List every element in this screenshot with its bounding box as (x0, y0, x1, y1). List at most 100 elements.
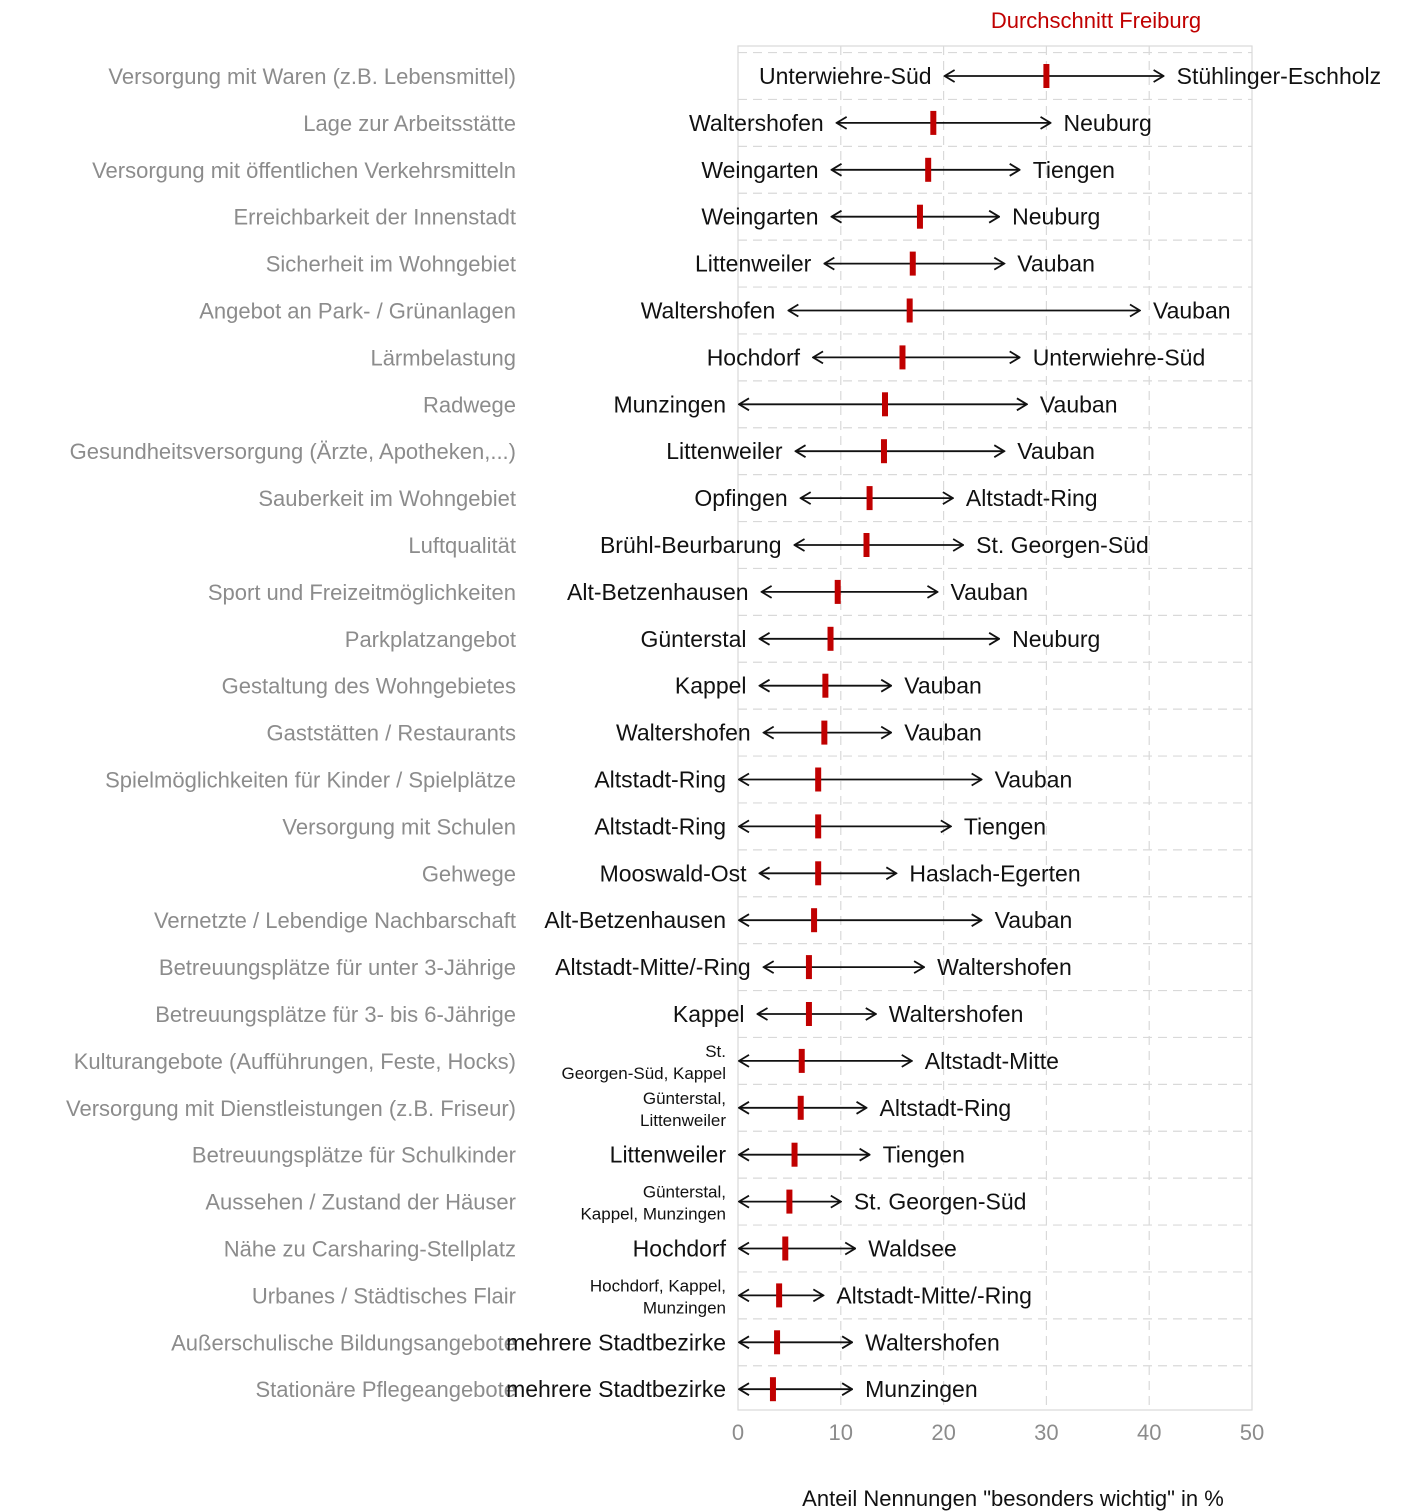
plot-frame (737, 45, 1253, 1411)
max-district-label: Tiengen (883, 1142, 965, 1168)
min-district-label: Günterstal, Kappel, Munzingen (580, 1183, 726, 1224)
max-district-label: St. Georgen-Süd (854, 1189, 1027, 1215)
max-district-label: Waltershofen (889, 1001, 1024, 1027)
category-label: Lage zur Arbeitsstätte (303, 111, 516, 136)
range-row: Versorgung mit Dienstleistungen (z.B. Fr… (66, 1089, 1011, 1130)
min-district-label: Waltershofen (616, 720, 751, 746)
min-district-label: Hochdorf (633, 1236, 727, 1262)
x-tick-label: 0 (732, 1420, 744, 1445)
max-district-label: Vauban (1153, 298, 1231, 324)
max-district-label: Tiengen (964, 813, 1046, 839)
min-district-label: mehrere Stadtbezirke (506, 1376, 726, 1402)
max-district-label: Vauban (904, 673, 982, 699)
category-label: Gehwege (422, 861, 516, 886)
min-district-label: Hochdorf (707, 344, 801, 370)
max-district-label: Haslach-Egerten (909, 860, 1080, 886)
range-row: Betreuungsplätze für unter 3-Jährige Alts… (159, 954, 1072, 980)
category-label: Betreuungsplätze für unter 3-Jährige (159, 955, 516, 980)
max-district-label: Vauban (995, 767, 1073, 793)
category-label: Spielmöglichkeiten für Kinder / Spielplä… (105, 768, 516, 793)
category-label: Versorgung mit Waren (z.B. Lebensmittel) (108, 64, 516, 89)
range-row: Sicherheit im Wohngebiet Littenweiler Vaub… (266, 251, 1095, 277)
min-district-label: Littenweiler (666, 438, 783, 464)
range-row: Radwege Munzingen Vauban (423, 391, 1117, 417)
max-district-label: Neuburg (1012, 626, 1100, 652)
range-row: Luftqualität Brühl-Beurbarung St. Georgen-… (408, 532, 1148, 558)
min-district-label: Waltershofen (689, 110, 824, 136)
range-row: Gehwege Mooswald-Ost Haslach-Egerten (422, 860, 1081, 886)
average-marker (866, 486, 873, 511)
min-district-label: Kappel (673, 1001, 745, 1027)
x-tick-label: 30 (1034, 1420, 1058, 1445)
average-marker (782, 1236, 789, 1261)
average-marker (909, 251, 916, 276)
category-label: Lärmbelastung (370, 345, 516, 370)
min-district-label: Altstadt-Mitte/-Ring (555, 954, 751, 980)
range-row: Angebot an Park- / Grünanlagen Waltershof… (199, 298, 1230, 324)
average-marker (930, 110, 937, 135)
max-district-label: Tiengen (1033, 157, 1115, 183)
min-district-label: Littenweiler (610, 1142, 727, 1168)
category-label: Radwege (423, 392, 516, 417)
category-label: Versorgung mit Schulen (282, 814, 516, 839)
max-district-label: Stühlinger-Eschholz (1177, 63, 1382, 89)
category-label: Sicherheit im Wohngebiet (266, 252, 516, 277)
min-district-label: Mooswald-Ost (600, 860, 748, 886)
max-district-label: Vauban (1017, 438, 1095, 464)
average-marker (805, 1002, 812, 1026)
average-marker (774, 1330, 781, 1355)
max-district-label: Unterwiehre-Süd (1033, 344, 1206, 370)
range-row: Betreuungsplätze für 3- bis 6-Jährige Kap… (155, 1001, 1023, 1027)
average-marker (882, 392, 889, 417)
max-district-label: Vauban (950, 579, 1028, 605)
range-row: Lage zur Arbeitsstätte Waltershofen Neubur… (303, 110, 1152, 136)
range-row: Urbanes / Städtisches Flair Hochdorf, Kap… (252, 1276, 1032, 1317)
category-label: Gesundheitsversorgung (Ärzte, Apotheken,… (70, 439, 516, 464)
category-label: Betreuungsplätze für 3- bis 6-Jährige (155, 1002, 516, 1027)
min-district-label: Littenweiler (695, 251, 812, 277)
min-district-label: Altstadt-Ring (594, 767, 726, 793)
chart-rows: Versorgung mit Waren (z.B. Lebensmittel)… (66, 63, 1381, 1402)
min-district-label: Günterstal (640, 626, 746, 652)
range-row: Versorgung mit Waren (z.B. Lebensmittel)… (108, 63, 1381, 89)
category-label: Versorgung mit öffentlichen Verkehrsmitt… (92, 158, 516, 183)
average-marker (906, 298, 913, 323)
min-district-label: Kappel (675, 673, 747, 699)
max-district-label: Waldsee (868, 1236, 957, 1262)
range-row: Gesundheitsversorgung (Ärzte, Apotheken,… (70, 438, 1095, 464)
category-label: Gestaltung des Wohngebietes (222, 674, 516, 699)
category-label: Kulturangebote (Aufführungen, Feste, Hoc… (74, 1049, 516, 1074)
average-marker (1043, 64, 1050, 88)
max-district-label: Altstadt-Mitte (925, 1048, 1059, 1074)
category-label: Betreuungsplätze für Schulkinder (192, 1143, 516, 1168)
category-label: Stationäre Pflegeangebote (255, 1377, 516, 1402)
range-row: Außerschulische Bildungsangebotemehrere … (171, 1329, 1000, 1355)
category-label: Sport und Freizeitmöglichkeiten (208, 580, 516, 605)
average-marker (821, 720, 828, 745)
category-label: Parkplatzangebot (345, 627, 516, 652)
max-district-label: Vauban (995, 907, 1073, 933)
min-district-label: Hochdorf, Kappel, Munzingen (590, 1276, 726, 1317)
min-district-label: Altstadt-Ring (594, 813, 726, 839)
average-marker (925, 157, 932, 182)
range-row: Erreichbarkeit der Innenstadt Weingarten N… (234, 204, 1101, 230)
min-district-label: Weingarten (701, 204, 818, 230)
average-marker (815, 861, 822, 886)
average-marker (786, 1189, 793, 1214)
average-marker (811, 908, 818, 933)
average-marker (815, 814, 822, 839)
max-district-label: Waltershofen (865, 1329, 1000, 1355)
average-marker (797, 1095, 804, 1120)
range-row: Vernetzte / Lebendige Nachbarschaft Alt-B… (154, 907, 1072, 933)
min-district-label: Unterwiehre-Süd (759, 63, 932, 89)
max-district-label: Neuburg (1064, 110, 1152, 136)
average-marker (805, 955, 812, 980)
range-row: Sport und Freizeitmöglichkeiten Alt-Betze… (208, 579, 1028, 605)
max-district-label: Vauban (904, 720, 982, 746)
min-district-label: mehrere Stadtbezirke (506, 1329, 726, 1355)
range-row: Aussehen / Zustand der Häuser Günterstal,… (205, 1183, 1026, 1224)
average-marker (834, 579, 841, 604)
min-district-label: Weingarten (701, 157, 818, 183)
